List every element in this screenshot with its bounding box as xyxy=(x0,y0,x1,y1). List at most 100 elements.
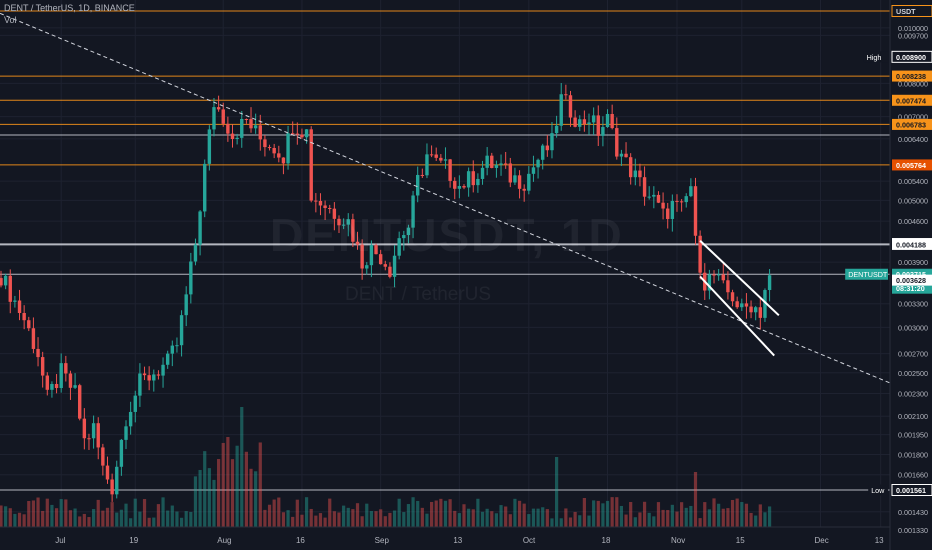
candle-body xyxy=(416,174,420,196)
candle-body xyxy=(277,153,281,158)
volume-bar xyxy=(193,476,198,527)
y-axis-tick-label: 0.002300 xyxy=(898,390,928,399)
volume-bar xyxy=(504,506,508,527)
volume-bar xyxy=(592,500,596,527)
volume-bar xyxy=(744,503,749,527)
volume-bar xyxy=(490,511,494,527)
volume-bar xyxy=(703,502,707,527)
candle-body xyxy=(661,202,665,209)
volume-bar xyxy=(578,515,582,527)
volume-bar xyxy=(217,459,221,527)
volume-bar xyxy=(647,512,651,527)
price-badge-label: USDT xyxy=(896,7,916,16)
candle-body xyxy=(670,200,675,219)
candle-body xyxy=(420,174,425,176)
candle-body xyxy=(568,95,573,118)
volume-bar xyxy=(4,506,8,527)
candle-body xyxy=(439,157,443,161)
volume-bar xyxy=(661,509,665,527)
candle-body xyxy=(304,129,309,138)
volume-bar xyxy=(411,497,415,527)
volume-bar xyxy=(129,518,133,527)
candle-body xyxy=(346,219,350,225)
price-badge xyxy=(891,484,932,496)
volume-bar xyxy=(64,499,68,527)
volume-bar xyxy=(624,514,628,527)
x-axis-tick-label: Sep xyxy=(375,536,390,545)
volume-bar xyxy=(443,500,448,527)
price-tag-box xyxy=(845,268,888,280)
candle-body xyxy=(50,383,54,390)
candle-body xyxy=(374,245,378,255)
price-badge xyxy=(892,238,932,250)
candle-body xyxy=(309,129,313,201)
volume-bar xyxy=(263,509,267,527)
candle-body xyxy=(8,275,12,302)
volume-bar xyxy=(272,499,276,527)
volume-bar xyxy=(740,502,744,527)
price-badge xyxy=(892,159,932,171)
volume-bar xyxy=(406,504,411,527)
volume-bar xyxy=(374,511,378,527)
volume-bar xyxy=(545,509,549,527)
candle-body xyxy=(448,159,452,181)
price-badge xyxy=(892,118,932,130)
volume-bar xyxy=(596,500,600,527)
volume-bar xyxy=(675,511,679,527)
volume-bar xyxy=(730,499,735,527)
x-axis-tick-label: 13 xyxy=(453,536,462,545)
price-badge-label: 0.001561 xyxy=(896,486,926,495)
volume-bar xyxy=(314,515,318,527)
volume-bar xyxy=(230,459,235,527)
candle-body xyxy=(601,127,605,136)
candle-body xyxy=(610,113,614,129)
candle-body xyxy=(281,157,286,164)
volume-bar xyxy=(138,511,142,527)
candle-body xyxy=(147,375,151,381)
y-axis-tick-label: 0.006400 xyxy=(898,135,928,144)
candle-body xyxy=(323,205,327,208)
y-axis-tick-label: 0.002100 xyxy=(898,412,928,421)
candle-body xyxy=(587,122,591,125)
candle-body xyxy=(263,139,267,148)
volume-bar xyxy=(397,498,401,527)
volume-bar xyxy=(388,512,392,527)
symbol-title[interactable]: DENT / TetherUS, 1D, BINANCE xyxy=(4,3,135,13)
volume-bar xyxy=(429,501,434,527)
candle-body xyxy=(712,274,716,276)
volume-bar xyxy=(365,503,369,527)
candle-body xyxy=(642,177,647,197)
price-badge-label: 0.008900 xyxy=(896,53,926,62)
volume-bar xyxy=(656,502,661,527)
candle-body xyxy=(235,137,239,140)
volume-bar xyxy=(476,498,480,527)
volume-label[interactable]: Vol xyxy=(4,15,17,25)
candle-body xyxy=(87,438,91,440)
candle-body xyxy=(3,275,8,286)
candle-body xyxy=(91,423,96,439)
y-axis-tick-label: 0.003300 xyxy=(898,300,928,309)
candle-body xyxy=(545,145,550,151)
volume-bar xyxy=(45,498,49,527)
candle-body xyxy=(73,385,77,388)
volume-bar xyxy=(610,497,614,527)
volume-bar xyxy=(281,512,286,527)
volume-bar xyxy=(133,498,137,527)
price-tag-box xyxy=(863,51,888,63)
x-axis-tick-label: 18 xyxy=(602,536,611,545)
candle-body xyxy=(698,235,702,273)
volume-bar xyxy=(8,508,12,527)
candle-body xyxy=(341,224,346,226)
candle-body xyxy=(554,125,559,134)
candle-body xyxy=(27,320,31,329)
volume-bar xyxy=(439,498,443,527)
y-axis-tick-label: 0.001430 xyxy=(898,508,928,517)
volume-bar xyxy=(286,510,290,527)
y-axis-tick-label: 0.001800 xyxy=(898,451,928,460)
candle-body xyxy=(189,261,193,295)
volume-bar xyxy=(582,497,586,527)
candles xyxy=(0,82,772,502)
candle-body xyxy=(0,278,3,286)
candle-body xyxy=(272,147,276,154)
